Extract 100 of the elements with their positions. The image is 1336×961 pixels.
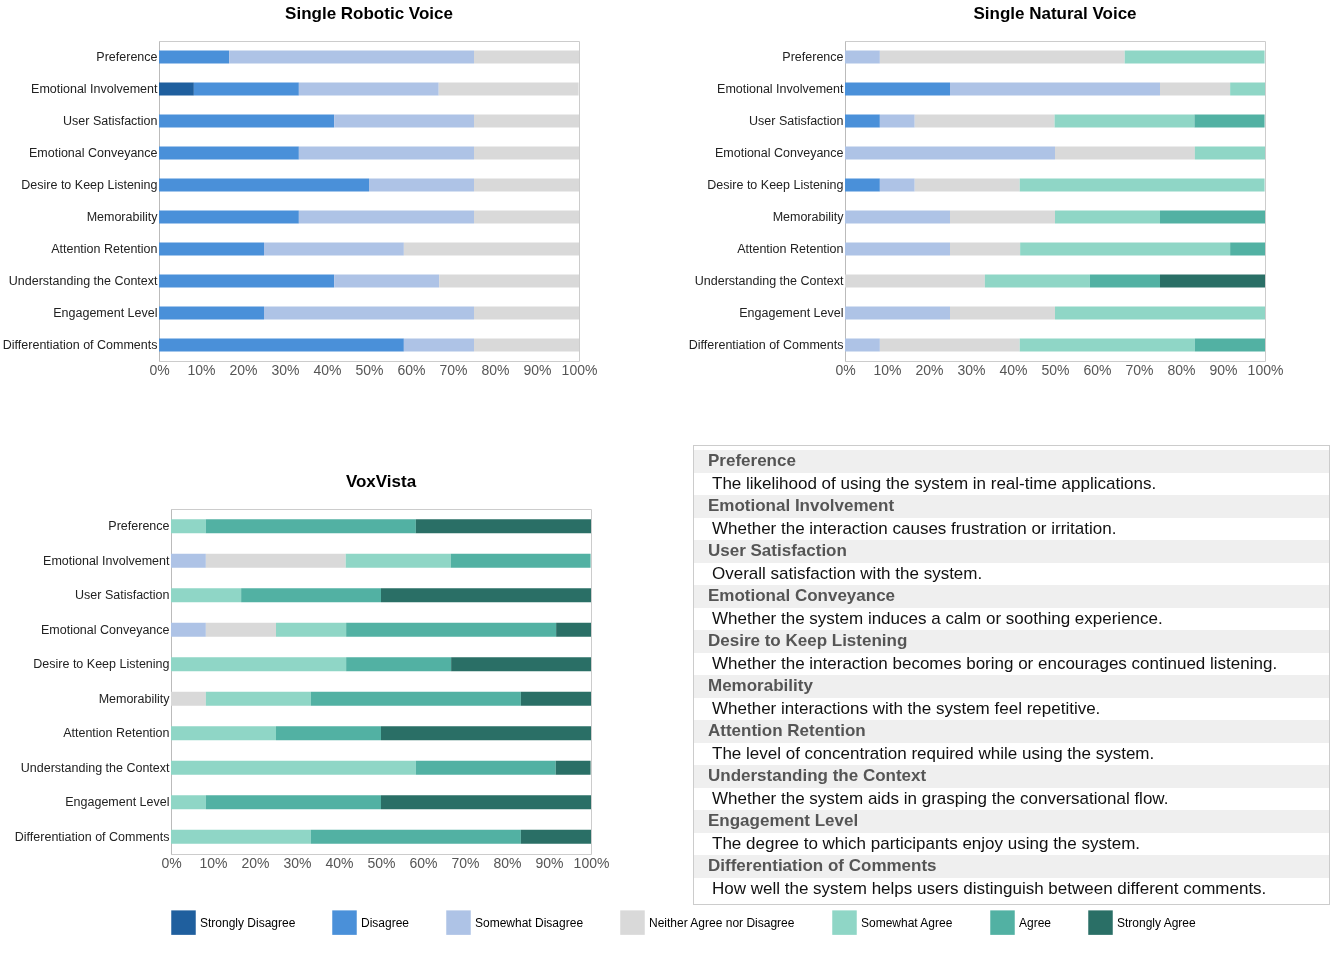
text: The degree to which participants enjoy using the system. [711,832,1142,855]
y-tick-label: Memorability [772,210,845,224]
bar [950,306,1055,320]
bar [1160,210,1265,224]
bar [1055,210,1160,224]
bar [264,242,404,256]
bar [298,210,474,224]
bar [334,274,440,288]
bar [159,114,335,128]
y-tick-label: User Satisfaction [63,114,158,128]
x-tick-label: 20% [229,361,258,378]
bar [474,146,579,160]
bar [159,242,264,256]
bar [381,588,591,603]
bar [474,50,579,64]
bar [555,760,591,775]
bar [1020,242,1231,256]
x-tick-label: 50% [367,854,396,871]
legend-label: Agree [1019,915,1052,930]
text: How well the system helps users distinguish between different comments. [711,877,1268,900]
y-tick-label: Memorability [98,691,171,706]
x-tick-label: 90% [523,361,552,378]
x-tick-label: 100% [561,361,598,378]
bar [845,146,1055,160]
text: Whether interactions with the system feel repetitive. [711,697,1102,720]
x-tick-label: 60% [1083,361,1112,378]
bar [346,657,452,672]
y-tick-label: Engagement Level [65,795,170,810]
bar [159,338,404,352]
bar [159,146,299,160]
bar [474,114,579,128]
y-tick-label: Preference [96,50,158,64]
bar [474,210,579,224]
x-tick-label: 30% [283,854,312,871]
bar [1230,242,1265,256]
bar [1194,338,1265,352]
x-tick-label: 70% [451,854,480,871]
bar [159,82,194,96]
bar [845,114,880,128]
bar [171,657,347,672]
y-tick-label: Desire to Keep Listening [707,178,844,192]
x-tick-label: 70% [439,361,468,378]
x-tick-label: 80% [493,854,522,871]
bar [369,178,474,192]
bar [264,306,474,320]
bar [205,691,311,706]
bar [845,210,950,224]
legend-label: Neither Agree nor Disagree [649,915,795,930]
bar [381,795,591,810]
x-tick-label: 10% [187,361,216,378]
bar [159,274,335,288]
bar [1160,82,1231,96]
y-tick-label: Differentiation of Comments [688,338,844,352]
bar [845,178,880,192]
x-tick-label: 70% [1125,361,1154,378]
bar [1124,50,1265,64]
bar [1230,82,1265,96]
chart-title: VoxVista [345,472,417,491]
y-tick-label: Emotional Conveyance [40,622,170,637]
bar [346,622,557,637]
y-tick-label: Attention Retention [63,726,170,741]
text: Whether the system aids in grasping the conversational flow. [711,787,1170,810]
y-tick-label: Emotional Involvement [43,553,171,568]
bar [879,50,1125,64]
bar [950,210,1055,224]
bar [914,114,1055,128]
bar [310,691,521,706]
bar [520,691,591,706]
bar [1019,178,1265,192]
x-tick-label: 100% [1247,361,1284,378]
bar [845,306,950,320]
x-tick-label: 30% [271,361,300,378]
bar [298,146,474,160]
bar [205,519,416,534]
bar [450,553,591,568]
y-tick-label: Engagement Level [53,306,158,320]
bar [171,588,242,603]
bar [159,210,299,224]
bar [1194,146,1265,160]
x-tick-label: 30% [957,361,986,378]
text: Whether the system induces a calm or soothing experience. [711,607,1164,630]
bar [229,50,474,64]
bar [171,829,311,844]
x-tick-label: 0% [149,361,170,378]
bar [845,242,950,256]
bar [310,829,521,844]
y-tick-label: Differentiation of Comments [2,338,158,352]
x-tick-label: 50% [355,361,384,378]
bar [845,50,880,64]
bar [159,178,369,192]
y-tick-label: User Satisfaction [75,588,170,603]
bar [1160,274,1265,288]
y-tick-label: Preference [782,50,844,64]
bar [171,519,206,534]
x-tick-label: 60% [409,854,438,871]
bar [845,338,880,352]
x-tick-label: 40% [325,854,354,871]
bar [171,622,206,637]
bar [381,726,591,741]
bar [439,274,579,288]
